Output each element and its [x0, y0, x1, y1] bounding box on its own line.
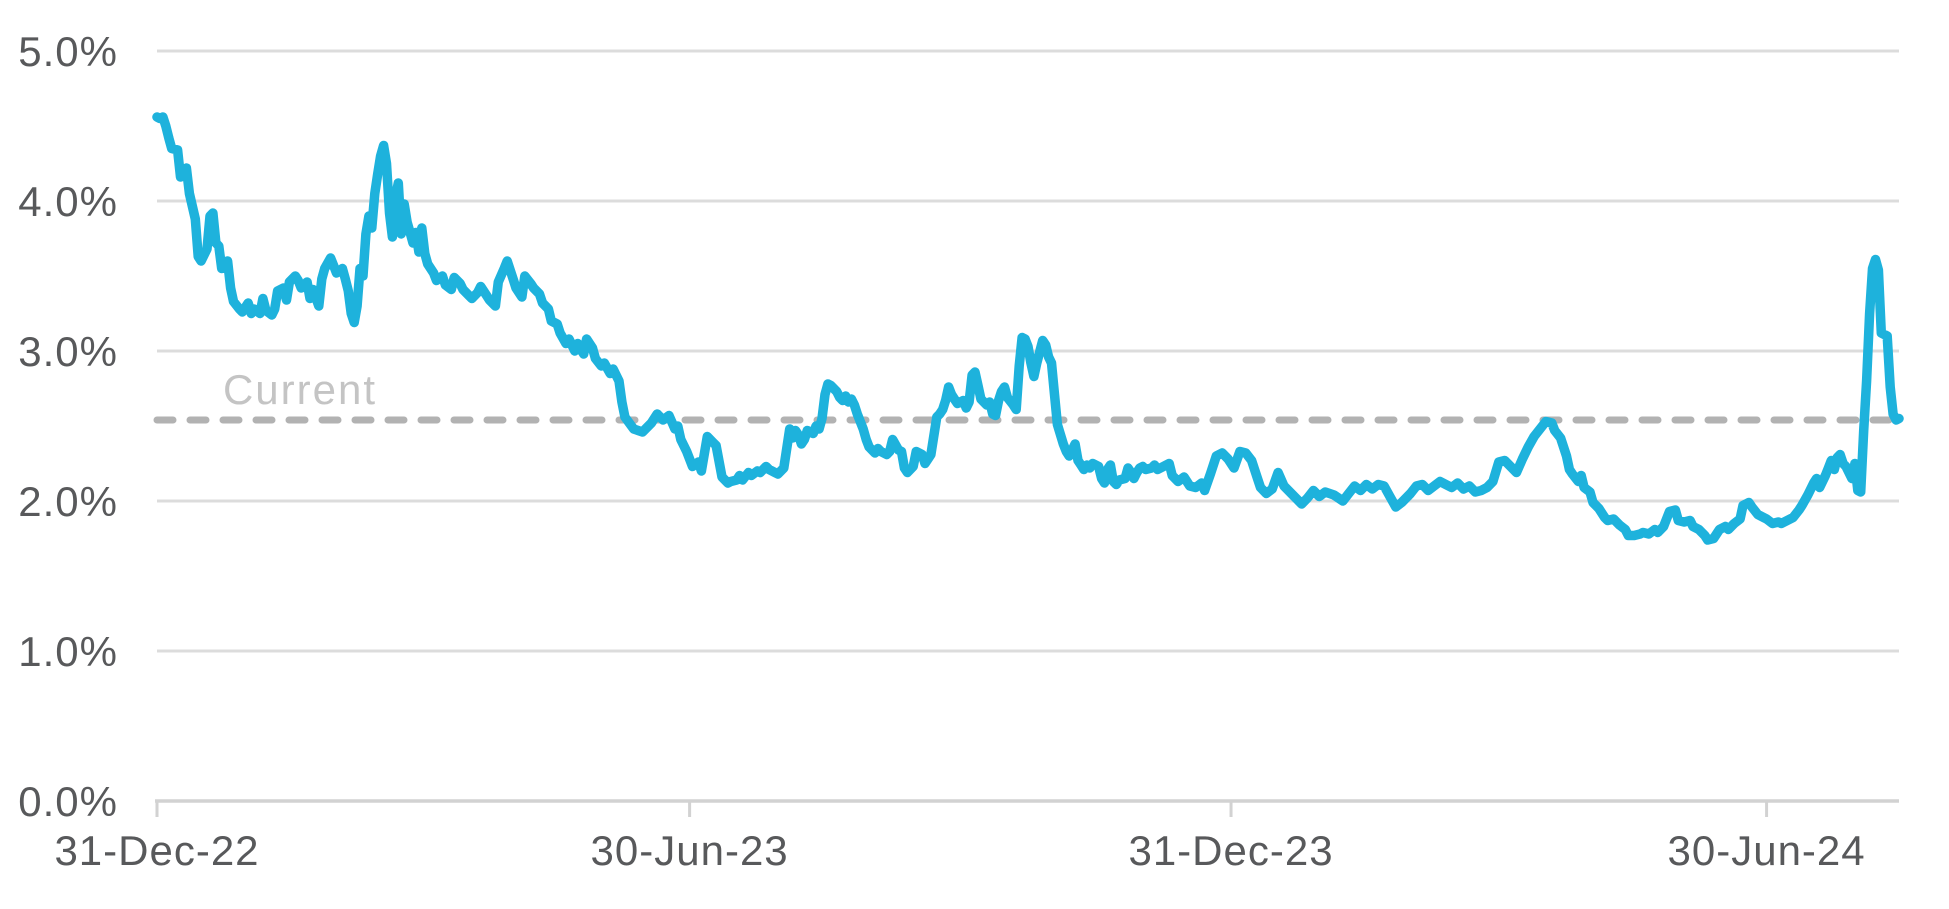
y-axis-label-2.0%: 2.0% [18, 478, 118, 525]
y-axis-label-5.0%: 5.0% [18, 28, 118, 75]
y-axis-label-0.0%: 0.0% [18, 778, 118, 825]
series-group [152, 112, 1904, 545]
reference-line-group: Current [153, 366, 1903, 424]
y-axis-label-1.0%: 1.0% [18, 628, 118, 675]
data-series-line [152, 112, 1904, 545]
x-axis-label-30-Jun-24: 30-Jun-24 [1668, 827, 1866, 874]
y-axis-labels: 0.0% 1.0% 2.0% 3.0% 4.0% 5.0% [18, 28, 118, 825]
axis-group [155, 799, 1899, 817]
x-axis-label-30-Jun-23: 30-Jun-23 [591, 827, 789, 874]
x-axis-label-31-Dec-22: 31-Dec-22 [54, 827, 259, 874]
x-axis-label-31-Dec-23: 31-Dec-23 [1128, 827, 1333, 874]
y-axis-label-3.0%: 3.0% [18, 328, 118, 375]
current-reference-label: Current [223, 366, 377, 413]
x-axis-labels: 31-Dec-22 30-Jun-23 31-Dec-23 30-Jun-24 [54, 827, 1866, 874]
y-axis-label-4.0%: 4.0% [18, 178, 118, 225]
